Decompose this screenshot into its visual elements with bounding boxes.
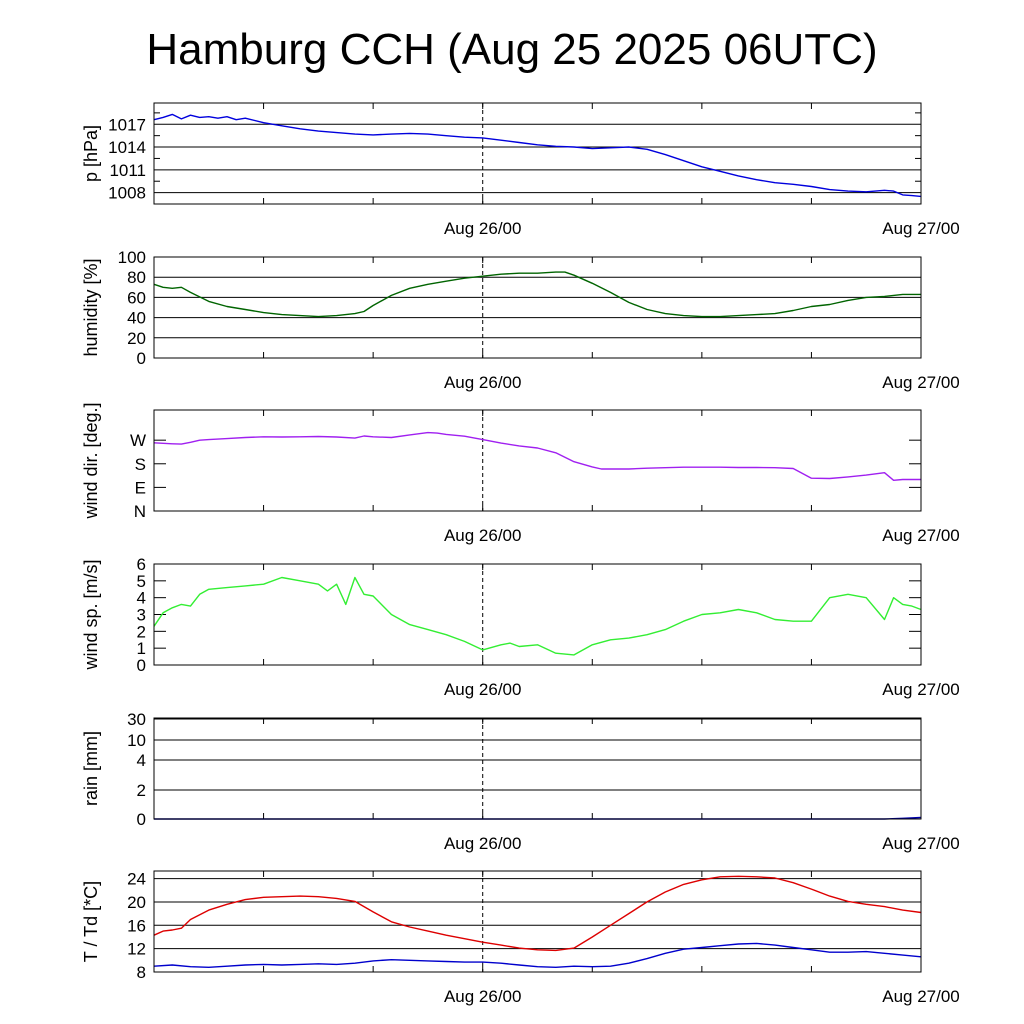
series-line-1 xyxy=(153,576,922,656)
y-tick-label: 100 xyxy=(118,248,146,267)
y-tick-label: 2 xyxy=(137,781,146,800)
series-line-1 xyxy=(153,431,921,481)
y-tick-label: 1017 xyxy=(108,115,146,134)
y-tick-label: 4 xyxy=(137,589,146,608)
plot-frame xyxy=(153,409,922,512)
series-line-2 xyxy=(153,942,922,968)
x-tick-label: Aug 26/00 xyxy=(444,526,522,545)
x-tick-label: Aug 26/00 xyxy=(444,373,522,392)
y-axis-label: T / Td [*C] xyxy=(81,881,101,962)
y-tick-label: 0 xyxy=(137,656,146,675)
y-tick-label: 0 xyxy=(137,810,146,829)
plot-frame xyxy=(153,563,922,666)
y-tick-label: 24 xyxy=(127,870,146,889)
y-tick-label: 16 xyxy=(127,916,146,935)
x-tick-label: Aug 26/00 xyxy=(444,834,522,853)
plot-frame xyxy=(153,256,922,359)
y-tick-label: 12 xyxy=(127,940,146,959)
y-tick-label: 30 xyxy=(127,710,146,729)
y-tick-label: W xyxy=(130,431,146,450)
y-tick-label: 1014 xyxy=(108,138,146,157)
chart-panel-1: 1008 1011 1014 1017 Aug 26/00 Aug 27/00 p [hPa… xyxy=(81,102,960,238)
series-line-1 xyxy=(153,875,922,952)
y-tick-label: N xyxy=(134,502,146,521)
y-axis-label: humidity [%] xyxy=(81,258,101,356)
x-tick-label: Aug 27/00 xyxy=(882,834,960,853)
y-tick-label: 60 xyxy=(127,288,146,307)
x-tick-label: Aug 26/00 xyxy=(444,219,522,238)
x-tick-label: Aug 27/00 xyxy=(882,219,960,238)
plot-frame xyxy=(153,102,922,205)
chart-title: Hamburg CCH (Aug 25 2025 06UTC) xyxy=(146,25,878,74)
y-tick-label: 10 xyxy=(127,731,146,750)
series-line-1 xyxy=(153,113,922,198)
y-tick-label: 3 xyxy=(137,606,146,625)
y-tick-label: 80 xyxy=(127,268,146,287)
y-tick-label: 20 xyxy=(127,893,146,912)
chart-panel-5: 0 2 410 30 Aug 26/00 Aug 27/00 rain [mm] xyxy=(81,710,960,853)
y-tick-label: 5 xyxy=(137,572,146,591)
y-axis-label: wind sp. [m/s] xyxy=(81,559,101,670)
y-axis-label: rain [mm] xyxy=(81,731,101,806)
plot-frame xyxy=(153,870,922,973)
y-axis-label: wind dir. [deg.] xyxy=(81,402,101,519)
y-tick-label: 40 xyxy=(127,309,146,328)
x-tick-label: Aug 27/00 xyxy=(882,373,960,392)
chart-panel-6: 8 12 16 20 24 Aug 26/00 Aug 27/00 T / Td [*C] xyxy=(81,870,960,1006)
x-tick-label: Aug 26/00 xyxy=(444,987,522,1006)
y-tick-label: 1011 xyxy=(109,161,146,180)
plot-frame xyxy=(153,717,922,820)
y-tick-label: 0 xyxy=(137,349,146,368)
y-tick-label: E xyxy=(135,478,146,497)
x-tick-label: Aug 27/00 xyxy=(882,526,960,545)
series-line-1 xyxy=(153,271,921,318)
y-tick-label: 8 xyxy=(137,963,146,982)
x-tick-label: Aug 27/00 xyxy=(882,680,960,699)
y-tick-label: 2 xyxy=(137,622,146,641)
y-tick-label: 20 xyxy=(127,329,146,348)
y-tick-label: 1008 xyxy=(108,184,146,203)
y-axis-label: p [hPa] xyxy=(81,125,101,182)
x-tick-label: Aug 26/00 xyxy=(444,680,522,699)
y-tick-label: S xyxy=(135,455,146,474)
y-tick-label: 6 xyxy=(137,555,146,574)
y-tick-label: 4 xyxy=(137,751,146,770)
x-tick-label: Aug 27/00 xyxy=(882,987,960,1006)
y-tick-label: 1 xyxy=(137,639,146,658)
